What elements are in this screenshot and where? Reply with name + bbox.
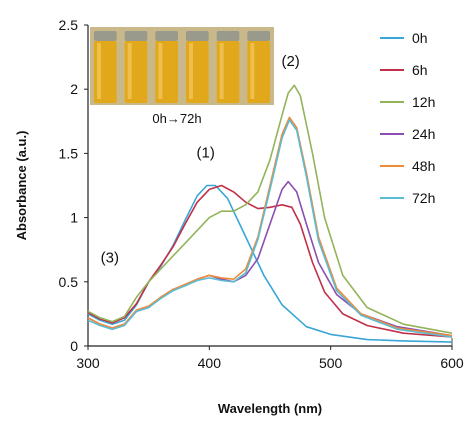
vial-highlight <box>189 43 193 99</box>
vial-highlight <box>127 43 132 99</box>
series-line-48h <box>87 116 453 337</box>
x-tick-label: 500 <box>319 355 343 371</box>
legend-label-48h: 48h <box>412 158 435 174</box>
inset-background <box>90 27 274 105</box>
series-line-12h <box>87 84 453 334</box>
y-tick-label: 2 <box>70 81 78 97</box>
x-tick-label: 400 <box>198 355 222 371</box>
inset-caption: 0h→72h <box>152 111 201 126</box>
legend-label-0h: 0h <box>412 30 428 46</box>
vial-highlight <box>97 43 101 99</box>
vial-cap <box>124 31 148 41</box>
legend-label-6h: 6h <box>412 62 428 78</box>
legend: 0h 6h 12h 24h 48h 72h <box>380 30 435 206</box>
vial-cap <box>155 31 178 41</box>
vial-highlight <box>219 43 224 99</box>
y-tick-label: 2.5 <box>59 17 79 33</box>
peak-annotation: (1) <box>197 144 215 161</box>
vials-photo-inset: 0h→72h <box>90 27 274 126</box>
legend-label-72h: 72h <box>412 190 435 206</box>
x-tick-label: 600 <box>440 355 464 371</box>
series-lines <box>87 84 453 343</box>
peak-annotation: (3) <box>101 250 119 267</box>
vial-highlight <box>250 43 255 99</box>
x-axis-title: Wavelength (nm) <box>218 401 322 416</box>
series-line-6h <box>87 184 453 338</box>
series-line-72h <box>87 119 453 338</box>
vial-cap <box>247 31 270 41</box>
vial-cap <box>94 31 117 41</box>
series-line-24h <box>87 180 453 337</box>
vial-cap <box>216 31 240 41</box>
y-tick-label: 0 <box>70 338 78 354</box>
legend-label-24h: 24h <box>412 126 435 142</box>
y-tick-label: 1.5 <box>59 145 79 161</box>
series-line-0h <box>87 184 453 343</box>
y-axis-title: Absorbance (a.u.) <box>14 131 29 241</box>
x-tick-label: 300 <box>76 355 100 371</box>
peak-annotation: (2) <box>281 53 299 70</box>
y-tick-label: 1 <box>70 210 78 226</box>
vial-highlight <box>158 43 163 99</box>
peak-annotations: (1) (2) (3) <box>101 53 300 266</box>
vial-cap <box>186 31 209 41</box>
y-tick-label: 0.5 <box>59 274 79 290</box>
legend-label-12h: 12h <box>412 94 435 110</box>
tick-marks: 300 400 500 600 0 0.5 1 1.5 2 2.5 <box>59 17 464 371</box>
